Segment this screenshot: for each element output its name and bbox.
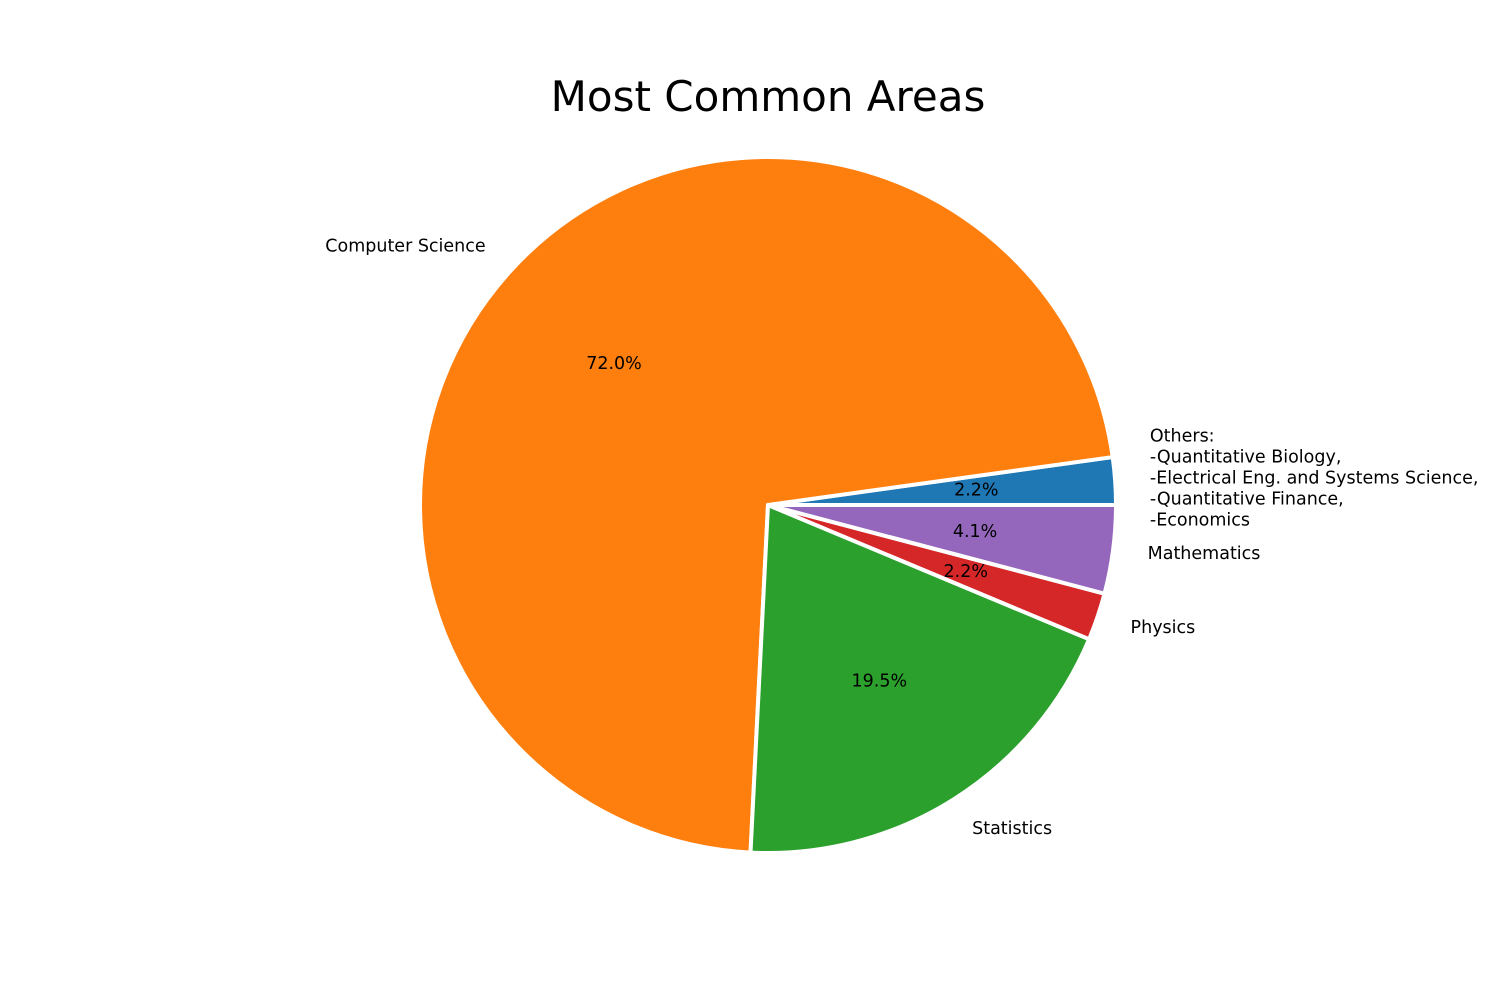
pie-label-physics: Physics [1131,618,1196,638]
pie-pct-label-computer-science: 72.0% [586,354,642,374]
pie-slice-statistics [748,503,1092,855]
pie-label-statistics: Statistics [972,819,1052,839]
pie-pct-label-mathematics: 4.1% [953,522,997,542]
pie-pct-label-physics: 2.2% [944,562,988,582]
pie-slice-mathematics [766,503,1118,596]
pie-pct-label-statistics: 19.5% [852,672,908,692]
pie-label-computer-science: Computer Science [325,236,485,256]
pie-labels: 2.2% Others: -Quantitative Biology, -Electr… [325,236,1478,838]
pie-label-mathematics: Mathematics [1148,544,1261,564]
pie-label-others: Others: -Quantitative Biology, -Electrical… [1150,427,1479,531]
chart-title: Most Common Areas [551,72,986,121]
pie-pct-label-others: 2.2% [954,481,998,501]
pie-slices [418,155,1118,855]
